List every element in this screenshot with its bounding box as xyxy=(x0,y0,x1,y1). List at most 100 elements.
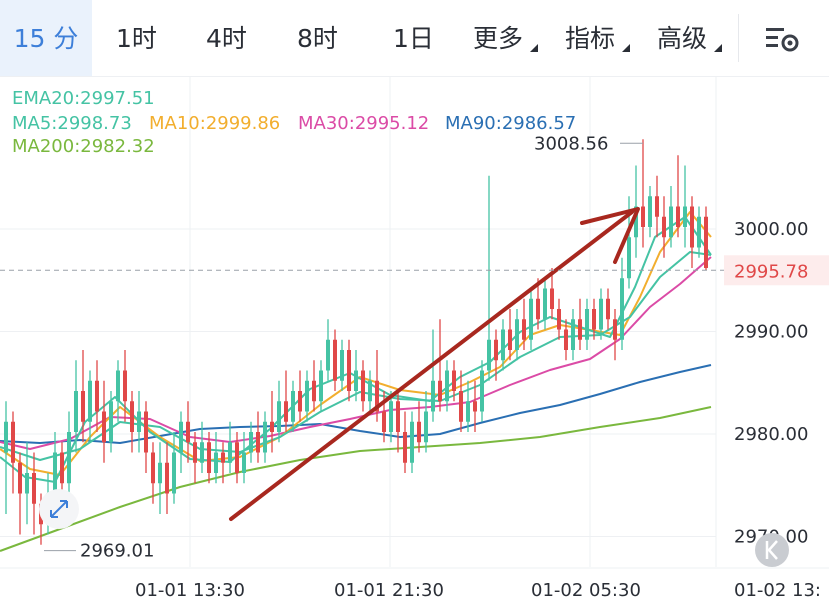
candle xyxy=(690,196,694,268)
candle xyxy=(368,370,372,412)
candle-body xyxy=(95,380,99,412)
candle xyxy=(438,319,442,412)
candle xyxy=(361,360,365,412)
candle xyxy=(102,380,106,463)
candle-body xyxy=(375,380,379,412)
candle xyxy=(403,411,407,473)
current-price-label: 2995.78 xyxy=(734,261,808,282)
tab-indicators[interactable]: 指标 xyxy=(565,0,615,76)
candle-body xyxy=(515,319,519,350)
candle-body xyxy=(501,329,505,361)
tab-more[interactable]: 更多 xyxy=(473,0,523,76)
tab-15m[interactable]: 15 分 xyxy=(0,0,92,76)
candle-body xyxy=(627,237,631,279)
candle xyxy=(32,452,36,535)
legend-ma30: MA30:2995.12 xyxy=(298,113,430,134)
candle-body xyxy=(585,309,589,340)
candle-body xyxy=(592,309,596,330)
candle xyxy=(242,432,246,484)
tab-indicators-label: 指标 xyxy=(565,24,616,53)
ma90-line xyxy=(0,364,712,444)
candle-body xyxy=(270,421,274,432)
candle xyxy=(543,278,547,330)
price-axis-label: 3000.00 xyxy=(734,219,808,240)
candle-body xyxy=(494,339,498,361)
candle xyxy=(536,278,540,330)
candle-body xyxy=(11,421,15,463)
candle xyxy=(494,329,498,381)
candle-body xyxy=(662,216,666,238)
candle-body xyxy=(144,411,148,453)
candle-body xyxy=(249,432,253,453)
candle-body xyxy=(319,370,323,402)
candle-body xyxy=(214,452,218,473)
candle xyxy=(144,401,148,473)
candle xyxy=(697,206,701,258)
candle-body xyxy=(389,401,393,432)
candle xyxy=(151,442,155,504)
candle-body xyxy=(228,442,232,463)
reset-view-button[interactable] xyxy=(755,533,789,567)
candle-body xyxy=(466,401,470,422)
candle xyxy=(648,186,652,238)
ema20-line xyxy=(0,251,712,461)
candle xyxy=(291,380,295,432)
candle xyxy=(662,196,666,258)
candle xyxy=(599,288,603,340)
chart-settings-icon[interactable] xyxy=(764,24,800,54)
candle-body xyxy=(473,401,477,412)
candle xyxy=(305,370,309,422)
candle xyxy=(74,360,78,453)
time-axis-label: 01-02 13: xyxy=(734,580,821,601)
candle xyxy=(4,401,8,514)
tab-8h[interactable]: 8时 xyxy=(297,24,338,53)
candle xyxy=(312,360,316,412)
candle-body xyxy=(67,432,71,484)
candle xyxy=(88,370,92,443)
candle-body xyxy=(207,442,211,473)
candle-body xyxy=(284,401,288,422)
tab-1d[interactable]: 1日 xyxy=(393,24,434,53)
candle xyxy=(193,432,197,484)
candle xyxy=(221,442,225,484)
expand-icon[interactable] xyxy=(39,489,79,529)
candle xyxy=(655,175,659,238)
candle-body xyxy=(480,370,484,412)
candle xyxy=(326,319,330,381)
tab-15m-label: 15 分 xyxy=(13,24,79,53)
candle xyxy=(235,432,239,484)
candle-body xyxy=(25,473,29,494)
candle-body xyxy=(599,298,603,330)
candle-body xyxy=(193,442,197,463)
timeframe-toolbar: 15 分 1时 4时 8时 1日 更多 指标 高级 xyxy=(0,0,829,77)
tab-1h[interactable]: 1时 xyxy=(116,24,157,53)
candle-body xyxy=(200,442,204,463)
candle xyxy=(214,432,218,484)
price-axis-label: 2980.00 xyxy=(734,424,808,445)
candle xyxy=(613,309,617,361)
time-axis-label: 01-02 05:30 xyxy=(531,580,641,601)
candle-body xyxy=(291,391,295,422)
candle-body xyxy=(354,370,358,391)
candle-body xyxy=(704,216,708,268)
tab-4h[interactable]: 4时 xyxy=(206,24,247,53)
candle-body xyxy=(130,401,134,432)
time-axis-label: 01-01 13:30 xyxy=(135,580,245,601)
candle-body xyxy=(396,401,400,432)
candle-body xyxy=(620,278,624,340)
tab-advanced[interactable]: 高级 xyxy=(657,0,707,76)
candle-body xyxy=(529,298,533,340)
candle-body xyxy=(403,432,407,463)
candle-body xyxy=(179,421,183,453)
candle-body xyxy=(452,370,456,391)
candle xyxy=(319,360,323,412)
dropdown-triangle-icon xyxy=(714,44,722,52)
reset-view-icon xyxy=(755,533,789,567)
candle-body xyxy=(151,452,155,484)
candle-body xyxy=(263,421,267,453)
candle xyxy=(340,339,344,391)
candle-body xyxy=(305,380,309,412)
candle-body xyxy=(298,391,302,412)
candle-body xyxy=(368,380,372,402)
